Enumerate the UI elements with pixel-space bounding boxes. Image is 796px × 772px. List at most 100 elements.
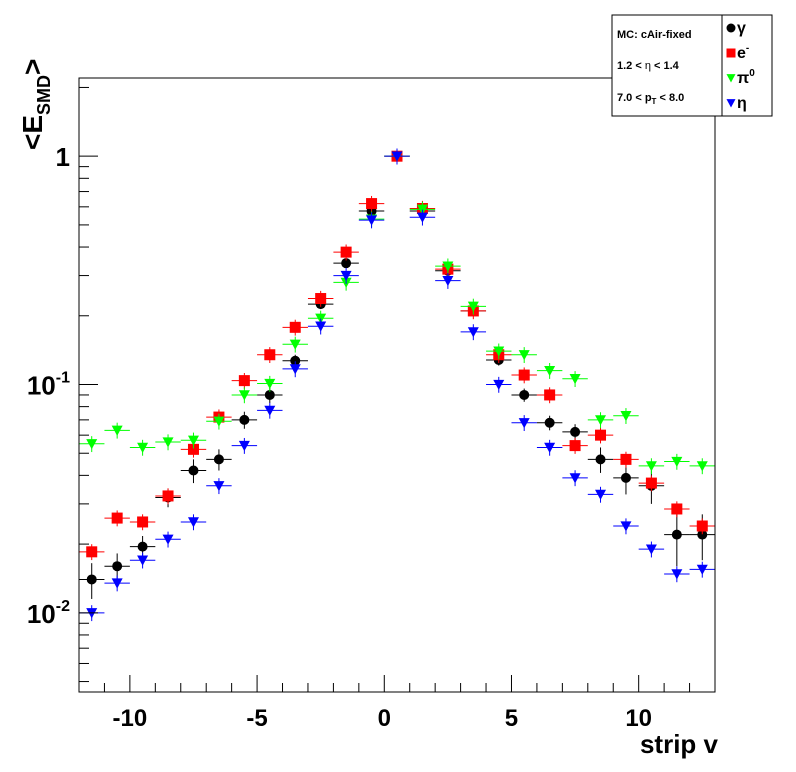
data-point xyxy=(696,520,708,532)
data-point xyxy=(645,544,657,555)
data-point xyxy=(315,321,327,332)
data-point xyxy=(671,456,683,468)
data-point xyxy=(86,546,98,558)
data-point xyxy=(137,555,149,566)
data-point xyxy=(595,415,607,426)
data-point xyxy=(544,365,556,377)
legend-label-name: e xyxy=(737,45,746,62)
y-axis-title-end: > xyxy=(17,59,48,75)
series-3 xyxy=(79,148,715,622)
data-point xyxy=(213,454,224,465)
legend-label: η xyxy=(737,95,747,112)
data-point xyxy=(289,321,301,333)
data-point xyxy=(544,417,555,428)
legend-eta-symbol: η xyxy=(645,60,651,72)
legend-label-sup: 0 xyxy=(749,68,755,79)
data-point xyxy=(340,270,352,282)
data-point xyxy=(620,521,632,532)
data-point xyxy=(570,426,581,437)
data-point xyxy=(595,489,607,500)
legend-label: e- xyxy=(737,43,749,62)
y-axis-title: <ESMD> xyxy=(17,59,54,150)
data-point xyxy=(620,411,632,422)
y-tick-label-base: 1 xyxy=(56,142,70,172)
legend-eta-prefix: 1.2 < xyxy=(617,60,645,72)
data-point xyxy=(289,339,301,350)
y-axis-title-main: <E xyxy=(17,115,48,150)
data-point xyxy=(518,369,530,381)
x-tick-label: 0 xyxy=(378,705,391,732)
data-point xyxy=(671,503,683,515)
legend: MC: cAir-fixed 1.2 < η < 1.4 7.0 < pT < … xyxy=(611,14,773,117)
data-point xyxy=(467,327,479,338)
x-tick-label: 10 xyxy=(625,705,652,732)
chart-marks xyxy=(79,148,715,622)
y-tick-label-base: 10 xyxy=(27,599,56,629)
data-point xyxy=(493,379,505,391)
data-point xyxy=(290,355,301,366)
legend-marker xyxy=(726,99,736,108)
data-point xyxy=(620,472,631,483)
legend-label-name: π xyxy=(737,70,749,87)
y-tick-label-exponent: -2 xyxy=(56,598,70,615)
legend-label: π0 xyxy=(737,68,755,87)
data-point xyxy=(645,461,657,472)
data-point xyxy=(341,258,352,269)
data-point xyxy=(315,293,327,305)
data-point xyxy=(391,151,403,162)
data-point xyxy=(595,429,607,441)
legend-eta-range: 1.2 < η < 1.4 xyxy=(617,60,680,72)
data-point xyxy=(442,261,454,272)
data-point xyxy=(111,578,123,589)
data-point xyxy=(264,378,276,390)
data-point xyxy=(569,473,581,484)
x-tick-label: 5 xyxy=(505,705,518,732)
y-tick-label: 1 xyxy=(56,142,70,172)
legend-marker xyxy=(726,74,736,83)
data-point xyxy=(111,425,123,436)
y-tick-label-base: 10 xyxy=(27,371,56,401)
legend-pt-range: 7.0 < pT < 8.0 xyxy=(617,92,684,106)
data-point xyxy=(264,349,276,361)
data-point xyxy=(264,389,275,400)
legend-eta-suffix: < 1.4 xyxy=(651,60,680,72)
data-point xyxy=(137,516,149,528)
x-tick-label: -5 xyxy=(246,705,267,732)
data-point xyxy=(620,453,632,465)
data-point xyxy=(86,439,98,450)
legend-label: γ xyxy=(737,20,746,37)
data-point xyxy=(213,416,225,427)
data-point xyxy=(671,569,683,580)
legend-label-name: γ xyxy=(737,20,746,37)
data-point xyxy=(137,442,149,453)
data-point xyxy=(366,198,378,210)
legend-box xyxy=(611,14,773,117)
x-tick-label: -10 xyxy=(113,705,148,732)
data-point xyxy=(595,454,606,465)
data-point xyxy=(519,389,530,400)
data-point xyxy=(264,405,276,416)
data-point xyxy=(238,390,250,401)
data-point xyxy=(416,212,428,223)
data-point xyxy=(442,275,454,287)
legend-marker xyxy=(726,48,736,58)
data-point xyxy=(544,389,556,401)
data-point xyxy=(111,512,123,524)
data-point xyxy=(340,246,352,258)
data-point xyxy=(162,534,174,545)
data-point xyxy=(187,435,199,446)
data-point xyxy=(238,375,250,387)
data-point xyxy=(467,301,479,312)
data-point xyxy=(493,346,505,357)
legend-pt-suffix: < 8.0 xyxy=(656,92,684,104)
legend-pt-prefix: 7.0 < p xyxy=(617,92,652,104)
data-point xyxy=(162,437,174,448)
data-point xyxy=(696,564,708,575)
data-point xyxy=(112,561,123,572)
data-point xyxy=(187,517,199,528)
legend-label-sup: - xyxy=(746,43,749,54)
data-point xyxy=(671,529,682,540)
